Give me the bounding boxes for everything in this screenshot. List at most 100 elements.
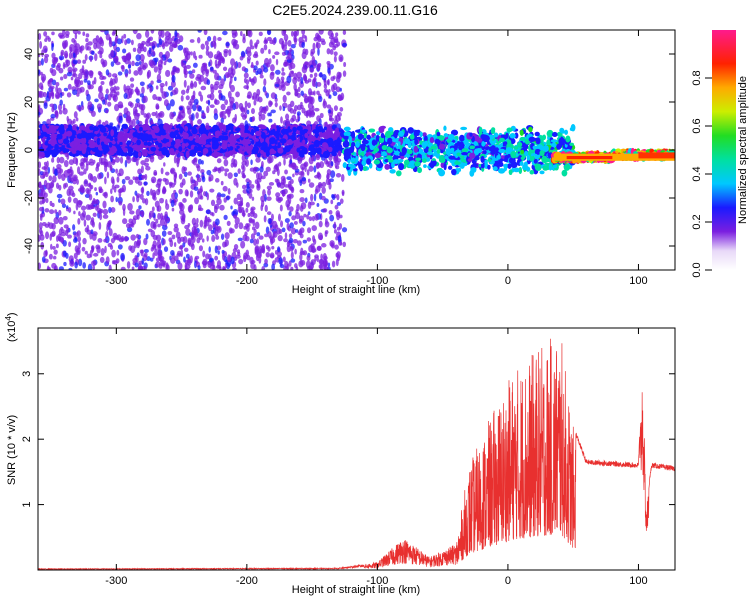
- heat-blob-2: [534, 153, 538, 160]
- heat-blob-0: [194, 138, 202, 144]
- tone-core-right: [638, 152, 675, 159]
- heat-blob-1: [343, 131, 351, 137]
- heat-blob-0: [202, 147, 209, 155]
- heat-blob-1: [363, 132, 368, 139]
- snr-y-tick-label: 1: [21, 502, 33, 508]
- heat-blob-1: [398, 162, 405, 171]
- heat-blob-0: [154, 140, 159, 146]
- heat-blob-0: [302, 139, 306, 145]
- heat-blob-0: [260, 125, 267, 130]
- heat-blob-0: [339, 129, 344, 133]
- heat-blob-0: [56, 133, 63, 140]
- heat-blob-0: [81, 147, 87, 155]
- colorbar-tick-label: 0.4: [691, 166, 703, 181]
- heat-blob-0: [296, 125, 303, 131]
- heat-blob-1: [387, 159, 394, 163]
- heat-blob-1: [473, 155, 480, 161]
- heat-blob-0: [237, 124, 245, 129]
- heat-blob-1: [407, 127, 414, 134]
- heat-blob-0: [38, 140, 42, 146]
- heat-blob-0: [308, 144, 315, 151]
- heat-blob-2: [510, 151, 517, 159]
- heat-blob-1: [461, 148, 469, 153]
- tone-core: [566, 156, 613, 160]
- heat-blob-0: [316, 147, 322, 155]
- heat-blob-0: [136, 139, 142, 146]
- heat-blob-0: [336, 139, 341, 144]
- heat-blob-1: [421, 158, 427, 163]
- heat-blob-0: [221, 142, 228, 150]
- heat-blob-0: [236, 145, 240, 149]
- heat-blob-0: [323, 126, 327, 131]
- heat-blob-1: [419, 131, 423, 138]
- heat-blob-1: [480, 155, 485, 163]
- heat-blob-2: [532, 145, 538, 150]
- heat-blob-0: [147, 134, 153, 142]
- heat-blob-1: [490, 150, 496, 155]
- heat-blob-2: [505, 147, 513, 155]
- snr-x-tick-label: 100: [629, 575, 647, 587]
- heat-blob-1: [368, 128, 376, 133]
- heat-blob-1: [385, 155, 393, 160]
- heat-blob-2: [561, 169, 568, 177]
- heat-blob-1: [443, 125, 447, 131]
- heat-blob-0: [138, 126, 143, 132]
- heat-blob-0: [214, 130, 221, 138]
- heat-blob-1: [373, 147, 380, 152]
- heat-blob-1: [487, 158, 492, 162]
- heat-blob-0: [88, 143, 95, 149]
- heat-blob-0: [296, 147, 301, 153]
- heat-blob-1: [357, 133, 364, 141]
- snr-y-multiplier-base: (x10: [6, 321, 18, 342]
- heat-blob-1: [374, 152, 382, 159]
- heat-blob-0: [141, 149, 149, 153]
- heat-blob-1: [351, 142, 356, 148]
- heat-blob-1: [469, 169, 475, 177]
- heat-blob-0: [333, 130, 341, 138]
- heat-blob-2: [507, 139, 512, 146]
- heat-blob-0: [311, 123, 317, 131]
- heat-blob-0: [100, 141, 105, 147]
- heat-blob-2: [528, 126, 533, 133]
- heat-blob-1: [490, 145, 496, 152]
- heat-blob-0: [292, 126, 297, 133]
- heat-blob-2: [569, 127, 574, 132]
- heat-blob-1: [436, 131, 441, 137]
- heat-blob-0: [50, 133, 56, 138]
- heat-blob-0: [119, 141, 123, 146]
- heat-blob-0: [91, 147, 96, 152]
- heat-blob-0: [142, 133, 149, 137]
- chart-title: C2E5.2024.239.00.11.G16: [272, 2, 438, 18]
- heat-blob-0: [162, 138, 168, 144]
- heat-blob-0: [62, 147, 67, 154]
- heat-blob-2: [520, 149, 525, 155]
- heat-blob-0: [204, 125, 210, 130]
- heat-blob-1: [381, 144, 388, 151]
- spectrogram-panel: [38, 30, 675, 270]
- heat-blob-0: [181, 142, 189, 147]
- heat-blob-0: [187, 133, 192, 137]
- heat-blob-2: [522, 164, 529, 171]
- heat-blob-1: [459, 134, 465, 142]
- heat-blob-1: [414, 138, 419, 146]
- heat-blob-1: [461, 152, 469, 156]
- heat-blob-2: [534, 131, 540, 137]
- heat-blob-2: [542, 165, 549, 171]
- heat-blob-0: [135, 125, 140, 130]
- heat-blob-0: [188, 136, 194, 141]
- heat-blob-2: [520, 156, 525, 160]
- heat-blob-0: [132, 132, 136, 138]
- heat-blob-0: [244, 124, 249, 131]
- heat-blob-0: [129, 129, 135, 134]
- heat-blob-0: [229, 146, 234, 151]
- heat-blob-1: [459, 155, 465, 159]
- heat-blob-1: [366, 134, 371, 140]
- heat-blob-1: [438, 155, 444, 163]
- snr-y-multiplier: (x104): [4, 312, 18, 342]
- heat-blob-1: [378, 126, 385, 134]
- heat-blob-0: [44, 133, 51, 138]
- heat-blob-1: [502, 141, 508, 146]
- heat-blob-0: [169, 131, 176, 139]
- heat-blob-0: [47, 140, 53, 145]
- heat-blob-0: [151, 125, 159, 130]
